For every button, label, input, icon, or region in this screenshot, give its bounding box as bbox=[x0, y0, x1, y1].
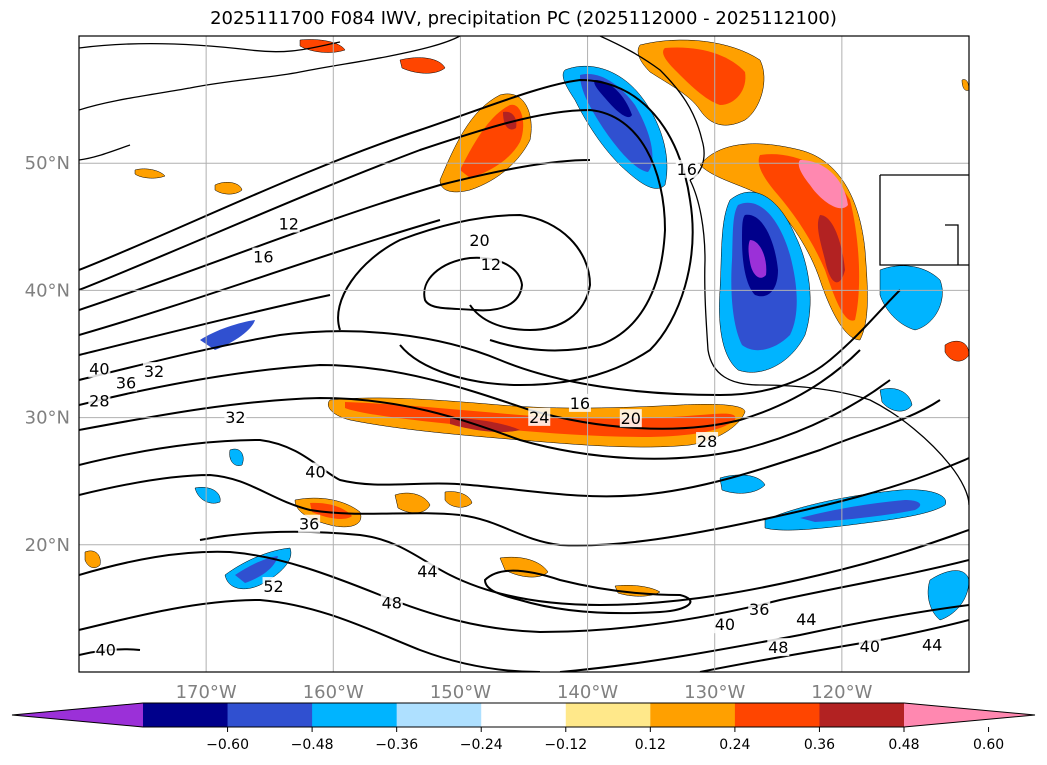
lat-tick-label: 30°N bbox=[25, 408, 70, 429]
colorbar-segment bbox=[734, 703, 820, 727]
colorbar-segment bbox=[819, 703, 905, 727]
colorbar-tick-label: −0.48 bbox=[291, 737, 334, 753]
lon-tick-label: 160°W bbox=[303, 682, 364, 703]
contour-label: 40 bbox=[305, 463, 325, 482]
colorbar-tick-label: −0.24 bbox=[460, 737, 503, 753]
contour-label-bg bbox=[304, 462, 327, 481]
colorbar-segment bbox=[143, 703, 229, 727]
contour-label-bg bbox=[713, 615, 736, 634]
contour-label-bg bbox=[262, 577, 285, 596]
contour-label-bg bbox=[88, 359, 111, 378]
map-content: 12 16 20 12 16 40 36 32 28 32 24 16 20 28 40 36 52 44 48 36… bbox=[79, 36, 969, 672]
contour-label-bg bbox=[224, 407, 247, 426]
contour-label-bg bbox=[528, 407, 551, 426]
colorbar-tick-label: −0.12 bbox=[544, 737, 587, 753]
contour-label: 44 bbox=[796, 610, 816, 629]
colorbar-extend-low bbox=[12, 703, 143, 727]
precip-gulf-of-alaska-negative bbox=[562, 66, 668, 189]
contour-label: 20 bbox=[621, 409, 641, 428]
contour-label-bg bbox=[795, 610, 818, 629]
colorbar-segment bbox=[396, 703, 482, 727]
contour-label: 12 bbox=[481, 255, 501, 274]
contour-label: 16 bbox=[253, 248, 273, 267]
contour-labels: 12 16 20 12 16 40 36 32 28 32 24 16 20 28 40 36 52 44 48 36… bbox=[88, 159, 944, 660]
contour-label-bg bbox=[767, 638, 790, 657]
contour-label: 44 bbox=[922, 636, 942, 655]
contour-label: 20 bbox=[469, 231, 489, 250]
contour-label: 32 bbox=[225, 408, 245, 427]
contour-label-bg bbox=[696, 432, 719, 451]
contour-label-bg bbox=[252, 247, 275, 266]
colorbar-tick-label: 0.24 bbox=[719, 737, 750, 753]
lon-tick-labels: 170°W 160°W 150°W 140°W 130°W 120°W bbox=[176, 682, 873, 703]
contour-label-bg bbox=[416, 561, 439, 580]
colorbar-tick-label: 0.48 bbox=[888, 737, 919, 753]
contour-label-bg bbox=[143, 362, 166, 381]
contour-label: 40 bbox=[860, 637, 880, 656]
contour-label: 52 bbox=[263, 577, 283, 596]
contour-label: 24 bbox=[529, 408, 549, 427]
contour-label-bg bbox=[921, 635, 944, 654]
contour-label-bg bbox=[675, 159, 698, 178]
contour-label: 36 bbox=[116, 374, 136, 393]
contour-label-bg bbox=[88, 391, 111, 410]
lon-tick-label: 130°W bbox=[684, 682, 745, 703]
colorbar-segment bbox=[650, 703, 736, 727]
lat-tick-label: 50°N bbox=[25, 153, 70, 174]
lat-tick-label: 20°N bbox=[25, 535, 70, 556]
colorbar-segment bbox=[227, 703, 313, 727]
contour-label: 48 bbox=[382, 594, 402, 613]
contour-label-bg bbox=[380, 593, 403, 612]
contour-label-bg bbox=[94, 640, 117, 659]
contour-label: 32 bbox=[144, 362, 164, 381]
contour-label: 28 bbox=[89, 391, 109, 410]
lon-tick-label: 170°W bbox=[176, 682, 237, 703]
lon-tick-label: 140°W bbox=[557, 682, 618, 703]
colorbar-extend-high bbox=[904, 703, 1035, 727]
lat-tick-labels: 20°N 30°N 40°N 50°N bbox=[25, 153, 70, 556]
chart-title: 2025111700 F084 IWV, precipitation PC (2… bbox=[210, 8, 837, 29]
contour-label-bg bbox=[619, 409, 642, 428]
contour-label-bg bbox=[468, 231, 491, 250]
contour-label: 36 bbox=[749, 600, 769, 619]
colorbar-segment bbox=[312, 703, 398, 727]
colorbar-tick-label: 0.12 bbox=[635, 737, 666, 753]
lat-tick-label: 40°N bbox=[25, 280, 70, 301]
precip-pacific-northwest-positive bbox=[637, 39, 868, 341]
contour-label: 28 bbox=[697, 432, 717, 451]
colorbar-segment bbox=[565, 703, 651, 727]
contour-label: 16 bbox=[677, 160, 697, 179]
contour-label-bg bbox=[115, 373, 138, 392]
colorbar-tick-label: −0.60 bbox=[206, 737, 249, 753]
gridlines bbox=[79, 36, 969, 672]
colorbar: −0.60 −0.48 −0.36 −0.24 −0.12 0.12 0.24 0.36 0.4… bbox=[11, 702, 1036, 753]
map-frame bbox=[78, 35, 970, 673]
contour-label: 36 bbox=[299, 515, 319, 534]
contour-label-bg bbox=[479, 255, 502, 274]
contour-label-bg bbox=[568, 393, 591, 412]
contour-label-bg bbox=[748, 599, 771, 618]
lon-tick-label: 150°W bbox=[430, 682, 491, 703]
contour-label-bg bbox=[858, 636, 881, 655]
contour-label-bg bbox=[298, 514, 321, 533]
contour-label-bg bbox=[277, 214, 300, 233]
colorbar-tick-label: −0.36 bbox=[375, 737, 418, 753]
colorbar-tick-label: 0.60 bbox=[973, 737, 1004, 753]
contour-label: 16 bbox=[570, 394, 590, 413]
contour-label: 40 bbox=[96, 641, 116, 660]
colorbar-outline bbox=[11, 702, 1036, 728]
contour-label: 48 bbox=[768, 638, 788, 657]
contour-label: 44 bbox=[417, 562, 437, 581]
contour-label: 12 bbox=[279, 215, 299, 234]
colorbar-tick-label: 0.36 bbox=[804, 737, 835, 753]
precip-offshore-california-negative bbox=[719, 191, 943, 373]
contour-label: 40 bbox=[89, 360, 109, 379]
contour-label: 40 bbox=[715, 615, 735, 634]
lon-tick-label: 120°W bbox=[811, 682, 872, 703]
colorbar-segment bbox=[481, 703, 567, 727]
